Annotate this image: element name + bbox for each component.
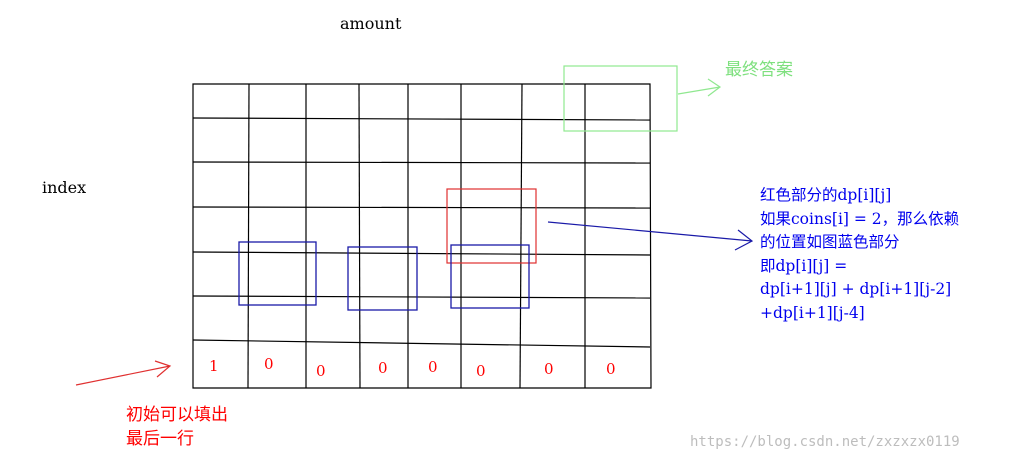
last-row-cell: 0 <box>264 355 274 373</box>
final-answer-cell <box>563 65 678 132</box>
dependency-note-line: 的位置如图蓝色部分 <box>760 233 900 251</box>
last-row-cell: 1 <box>209 357 219 375</box>
last-row-cell: 0 <box>476 362 486 380</box>
last-row-cell: 0 <box>378 359 388 377</box>
watermark: https://blog.csdn.net/zxzxzx0119 <box>690 434 960 450</box>
index-axis-label: index <box>42 178 87 197</box>
dependency-cell <box>347 246 418 311</box>
dependency-cell <box>450 244 530 309</box>
grid-h-line <box>192 161 651 164</box>
last-row-cell: 0 <box>316 362 326 380</box>
grid-v-line <box>358 83 361 389</box>
grid-v-line <box>247 83 250 389</box>
final-answer-arrow <box>677 78 722 97</box>
dependency-note: 红色部分的dp[i][j] 如果coins[i] = 2，那么依赖 的位置如图蓝… <box>760 184 959 325</box>
grid-h-line <box>192 251 651 256</box>
last-row-cell: 0 <box>544 360 554 378</box>
grid-h-line <box>192 206 651 209</box>
last-row-cell: 0 <box>606 360 616 378</box>
dependency-note-line: 红色部分的dp[i][j] <box>760 186 892 204</box>
init-note: 初始可以填出 最后一行 <box>126 403 228 451</box>
dependency-note-line: dp[i+1][j] + dp[i+1][j-2] <box>760 280 952 298</box>
init-arrow <box>75 360 172 386</box>
dependency-cells <box>238 241 530 311</box>
dependency-note-line: 如果coins[i] = 2，那么依赖 <box>760 209 960 228</box>
amount-axis-label: amount <box>340 14 402 33</box>
init-note-line: 初始可以填出 <box>126 405 228 425</box>
grid-border <box>192 83 652 389</box>
grid-h-line <box>192 117 651 121</box>
init-note-line: 最后一行 <box>126 429 194 449</box>
target-cell <box>446 188 537 264</box>
dependency-note-line: +dp[i+1][j-4] <box>760 303 865 322</box>
last-row-cell: 0 <box>428 358 438 376</box>
grid-h-line <box>192 339 651 348</box>
dependency-note-line: 即dp[i][j] = <box>760 256 848 275</box>
dependency-arrow <box>547 221 754 251</box>
grid-h-line <box>192 295 651 299</box>
grid-v-line <box>519 83 523 389</box>
dependency-cell <box>238 241 317 306</box>
final-answer-label: 最终答案 <box>725 60 793 80</box>
dp-grid <box>192 83 652 389</box>
